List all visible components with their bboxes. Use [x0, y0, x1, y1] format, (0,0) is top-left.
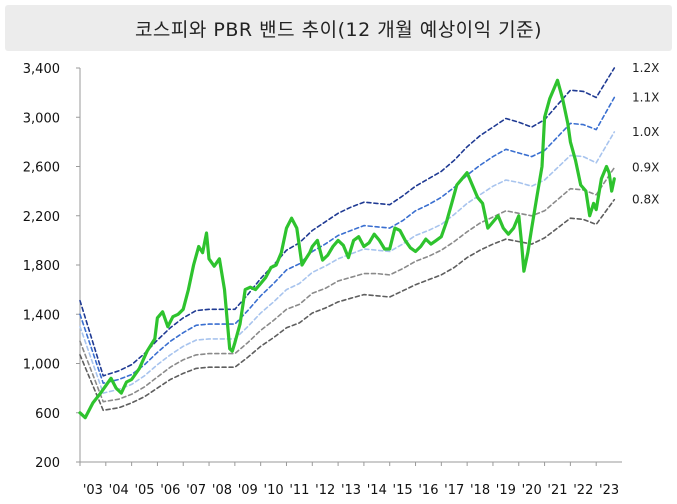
- x-tick-label: '12: [315, 483, 335, 498]
- chart-title: 코스피와 PBR 밴드 추이(12 개월 예상이익 기준): [134, 18, 543, 41]
- y-tick-label: 1,000: [23, 358, 60, 373]
- series-line-0-8x: [79, 198, 616, 412]
- series-line-1-2x: [79, 67, 616, 377]
- band-label-1-2x: 1.2X: [632, 61, 659, 75]
- x-tick-label: '04: [109, 483, 129, 498]
- y-tick-label: 3,400: [23, 62, 60, 77]
- band-label-0-8x: 0.8X: [632, 193, 659, 207]
- x-tick-label: '08: [212, 483, 232, 498]
- series-line-1-0x: [79, 131, 616, 394]
- x-tick-label: '05: [134, 483, 154, 498]
- y-tick-label: 2,200: [23, 210, 60, 225]
- band-label-0-9x: 0.9X: [632, 161, 659, 175]
- x-tick-label: '10: [264, 483, 284, 498]
- series-line-1-1x: [79, 96, 616, 385]
- y-tick-label: 3,000: [23, 111, 60, 126]
- y-tick-label: 600: [35, 407, 60, 422]
- x-tick-label: '19: [496, 483, 516, 498]
- x-tick-label: '06: [160, 483, 180, 498]
- x-tick-label: '20: [522, 483, 542, 498]
- chart-title-bar: 코스피와 PBR 밴드 추이(12 개월 예상이익 기준): [5, 5, 672, 51]
- x-tick-label: '15: [393, 483, 413, 498]
- x-tick-label: '17: [444, 483, 464, 498]
- y-tick-label: 1,400: [23, 308, 60, 323]
- series-line-kospi: [78, 78, 616, 420]
- y-tick-label: 2,600: [23, 161, 60, 176]
- series-line-0-9x: [79, 166, 616, 403]
- x-tick-label: '03: [83, 483, 103, 498]
- x-tick-label: '13: [341, 483, 361, 498]
- x-tick-label: '22: [573, 483, 593, 498]
- y-tick-label: 200: [35, 456, 60, 471]
- x-tick-label: '16: [418, 483, 438, 498]
- x-tick-label: '14: [367, 483, 387, 498]
- x-tick-label: '23: [599, 483, 619, 498]
- band-label-1-1x: 1.1X: [632, 91, 659, 105]
- x-tick-label: '11: [289, 483, 309, 498]
- x-tick-label: '21: [547, 483, 567, 498]
- y-tick-label: 1,800: [23, 259, 60, 274]
- x-tick-label: '18: [470, 483, 490, 498]
- x-tick-label: '09: [238, 483, 258, 498]
- x-tick-label: '07: [186, 483, 206, 498]
- band-label-1-0x: 1.0X: [632, 125, 659, 139]
